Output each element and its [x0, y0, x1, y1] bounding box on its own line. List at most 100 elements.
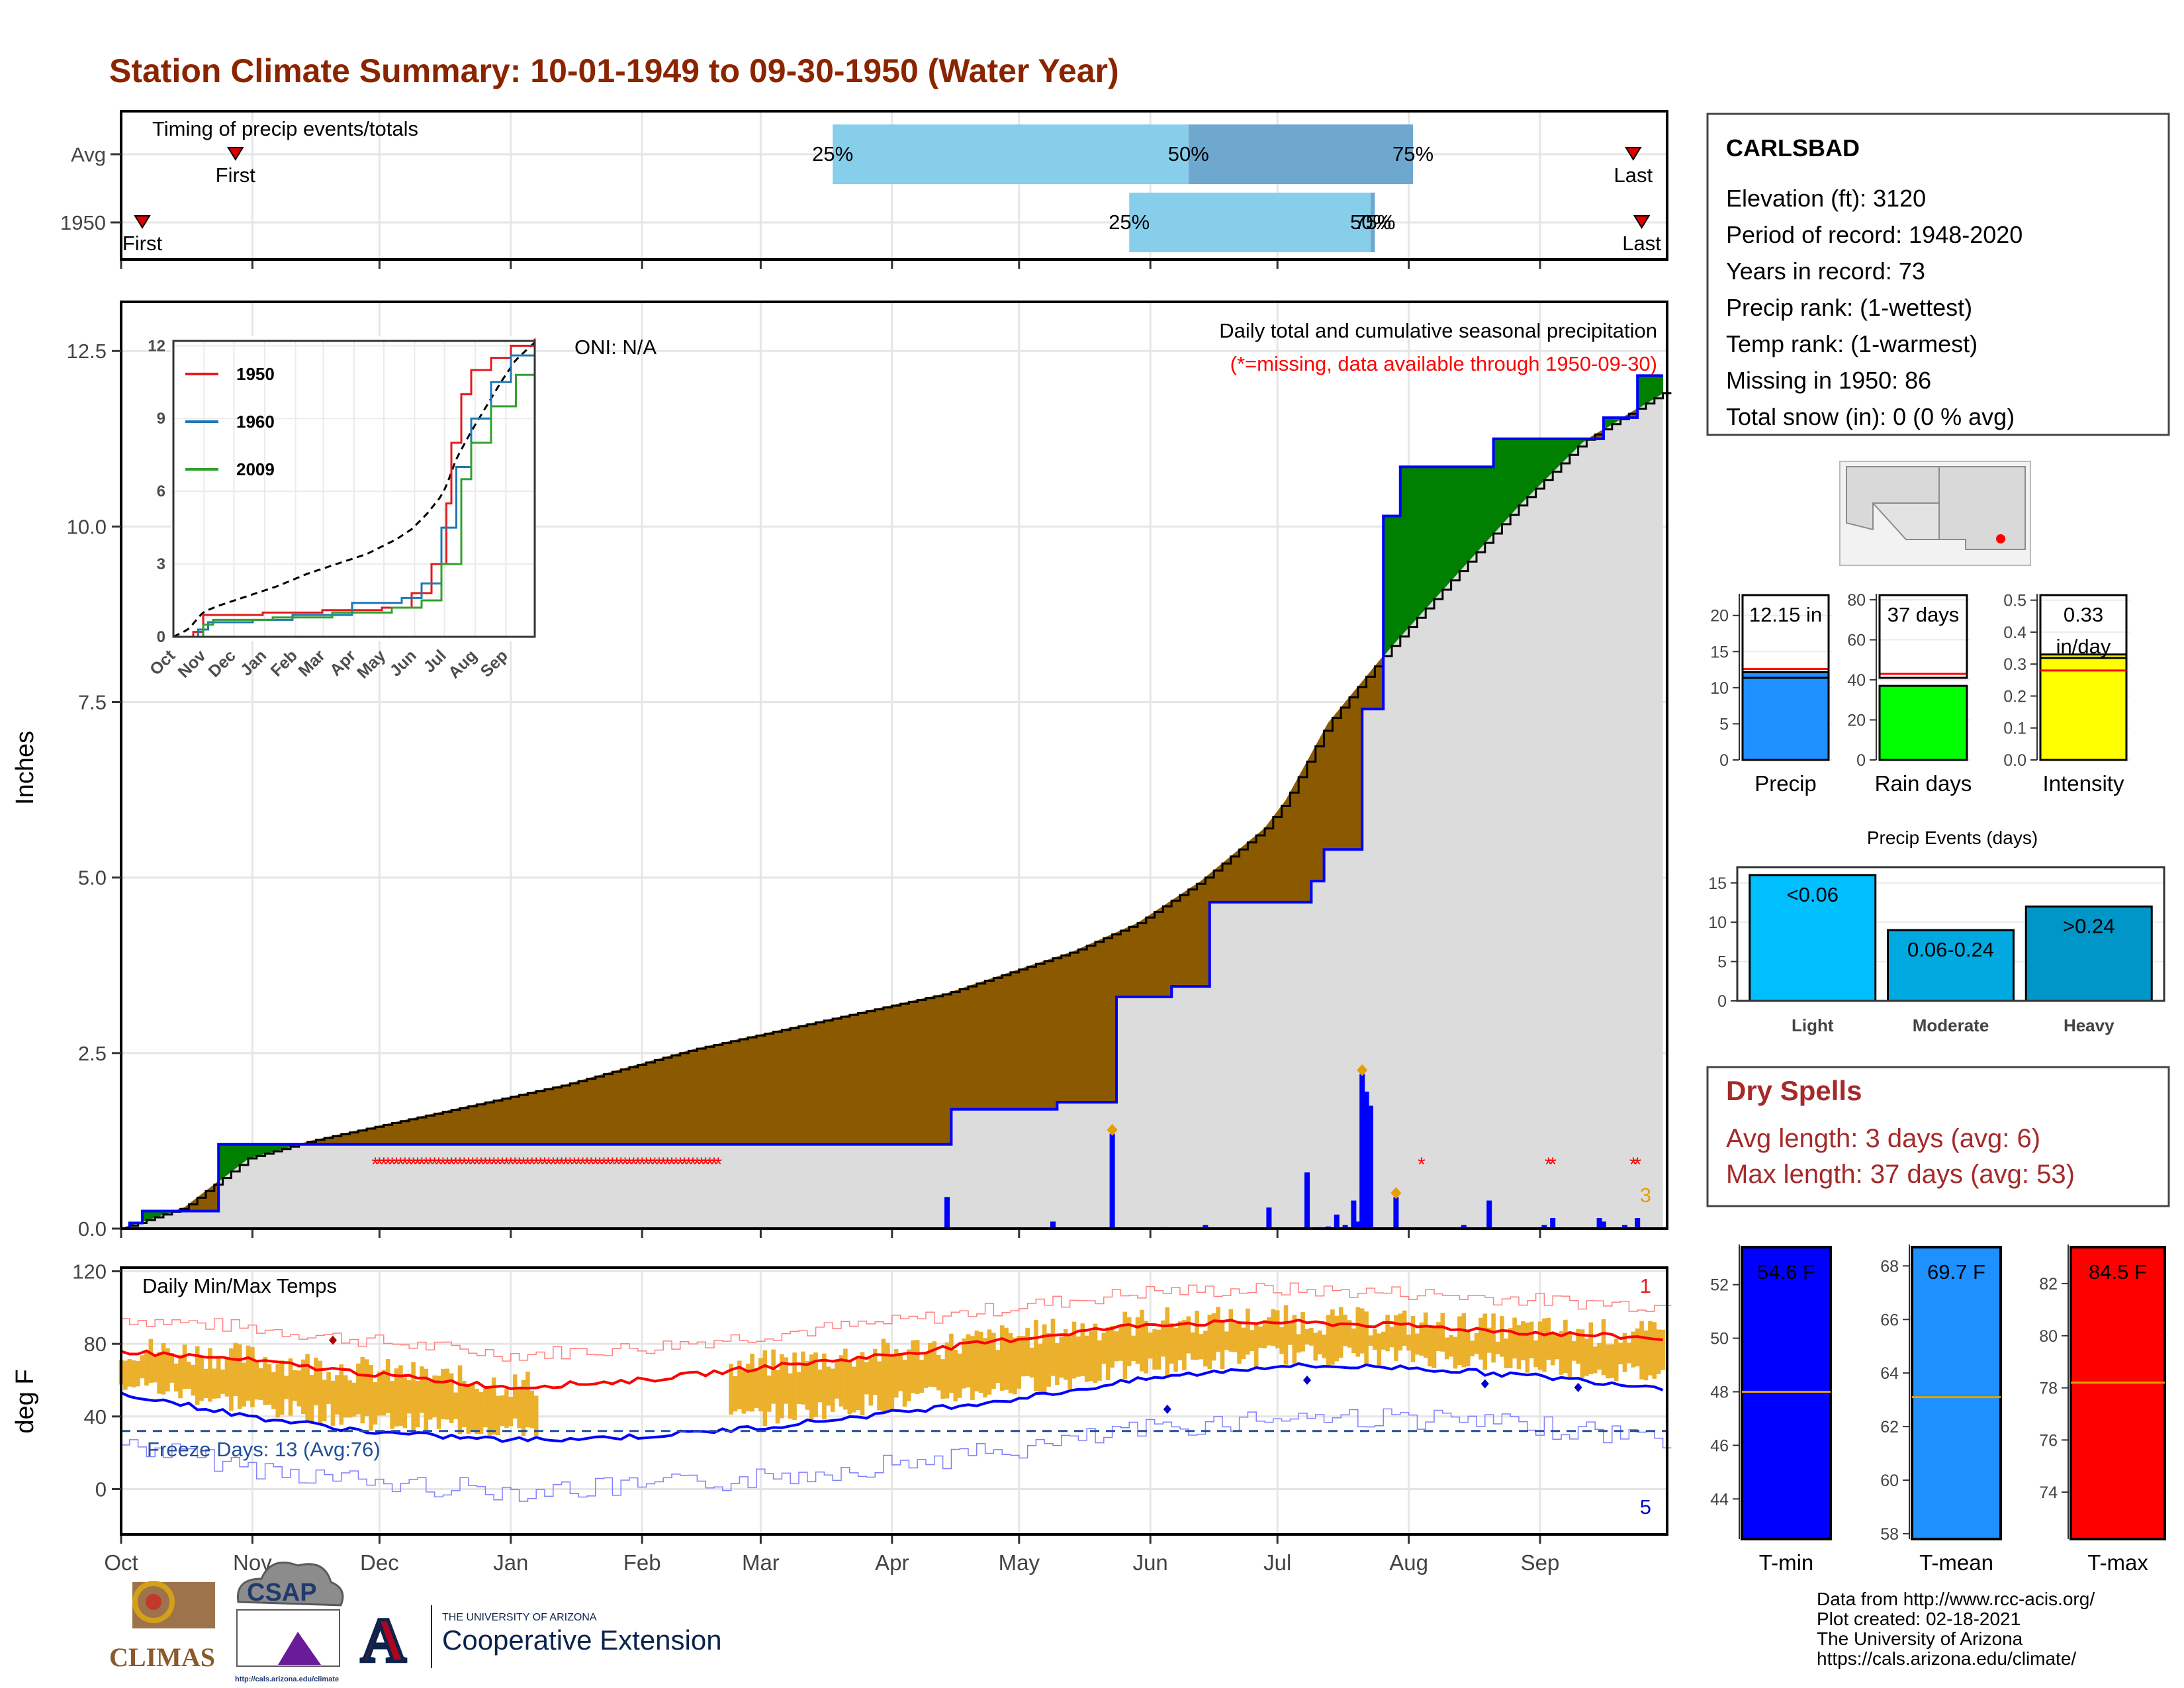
- temp-bar-y-tick-label: 82: [2039, 1275, 2058, 1293]
- temp-record-marker: [1574, 1382, 1582, 1392]
- daily-precip-bar: [1461, 1225, 1467, 1229]
- daily-temp-range-bar: [212, 1368, 217, 1399]
- temp-bar-y-tick-label: 60: [1880, 1472, 1899, 1490]
- temp-count-bottom: 5: [1640, 1495, 1651, 1519]
- daily-temp-range-bar: [809, 1354, 814, 1419]
- events-bar-label-heavy: >0.24: [2063, 914, 2115, 937]
- missing-marker: *: [630, 1154, 638, 1176]
- daily-temp-range-bar: [983, 1338, 987, 1398]
- daily-temp-range-bar: [343, 1375, 348, 1418]
- missing-marker: *: [392, 1154, 400, 1176]
- daily-temp-range-bar: [1313, 1333, 1318, 1361]
- locator-map: [1839, 461, 2031, 566]
- missing-marker: *: [689, 1154, 697, 1176]
- timing-last-marker: [1633, 215, 1651, 229]
- mini-y-tick-label: 15: [1710, 643, 1729, 661]
- daily-temp-range-bar: [1592, 1346, 1598, 1374]
- missing-marker: *: [490, 1154, 498, 1176]
- missing-marker: *: [524, 1154, 532, 1176]
- daily-temp-range-bar: [275, 1364, 281, 1418]
- temp-bar-y-tick-label: 68: [1880, 1257, 1899, 1276]
- daily-temp-range-bar: [1622, 1333, 1627, 1372]
- daily-temp-range-bar: [360, 1356, 365, 1424]
- daily-temp-range-bar: [199, 1356, 204, 1401]
- daily-temp-range-bar: [936, 1354, 941, 1391]
- daily-temp-range-bar: [1508, 1328, 1513, 1368]
- month-label-jul: Jul: [1263, 1550, 1291, 1575]
- daily-temp-range-bar: [1232, 1323, 1238, 1352]
- missing-marker: *: [583, 1154, 591, 1176]
- daily-precip-bar: [1050, 1221, 1056, 1229]
- missing-marker: *: [401, 1154, 409, 1176]
- daily-temp-range-bar: [233, 1342, 238, 1396]
- daily-temp-range-bar: [1114, 1331, 1119, 1362]
- daily-temp-range-bar: [805, 1360, 810, 1410]
- daily-temp-range-bar: [1639, 1321, 1644, 1380]
- missing-marker: *: [410, 1154, 418, 1176]
- missing-marker: *: [638, 1154, 646, 1176]
- mini-y-tick-label: 0: [1719, 751, 1729, 770]
- daily-temp-range-bar: [877, 1361, 882, 1411]
- daily-temp-range-bar: [1207, 1314, 1212, 1370]
- daily-temp-range-bar: [1440, 1313, 1445, 1352]
- observed-cumulative-line: [121, 374, 1663, 1230]
- missing-marker: *: [710, 1154, 718, 1176]
- missing-marker: *: [567, 1154, 574, 1176]
- daily-temp-range-bar: [1525, 1323, 1530, 1373]
- missing-marker: *: [1549, 1154, 1557, 1176]
- daily-temp-range-bar: [402, 1377, 408, 1429]
- daily-temp-range-bar: [919, 1360, 924, 1393]
- daily-temp-range-bar: [1368, 1335, 1373, 1346]
- station-name: CARLSBAD: [1726, 134, 1860, 162]
- inset-x-tick-label: Jan: [237, 646, 270, 679]
- daily-temp-range-bar: [314, 1357, 318, 1405]
- inset-x-tick-label: Jun: [387, 646, 420, 680]
- mini-y-tick-label: 0: [1856, 751, 1866, 770]
- oni-label: ONI: N/A: [574, 336, 657, 359]
- daily-temp-range-bar: [999, 1325, 1005, 1391]
- daily-temp-range-bar: [1423, 1312, 1428, 1358]
- inset-x-tick-label: Jul: [420, 646, 449, 676]
- events-x-label-moderate: Moderate: [1913, 1015, 1989, 1035]
- daily-temp-range-bar: [224, 1358, 230, 1397]
- daily-temp-range-bar: [1300, 1312, 1305, 1352]
- daily-temp-range-bar: [300, 1359, 306, 1415]
- avg-tmin-line: [120, 1362, 1664, 1443]
- inset-y-tick-label: 0: [157, 628, 165, 646]
- csap-logo-text: CSAP: [247, 1579, 317, 1607]
- inset-y-tick-label: 9: [157, 410, 165, 428]
- inset-background: [171, 336, 535, 641]
- daily-temp-range-bar: [1631, 1331, 1636, 1368]
- daily-temp-range-bar: [229, 1348, 234, 1411]
- daily-temp-range-bar: [1296, 1334, 1301, 1353]
- daily-temp-range-bar: [843, 1348, 848, 1410]
- daily-temp-range-bar: [860, 1352, 865, 1416]
- timing-q75-label: 75%: [1392, 142, 1433, 165]
- daily-temp-range-bar: [436, 1376, 441, 1429]
- daily-temp-range-bar: [1110, 1326, 1115, 1368]
- daily-temp-range-bar: [1135, 1317, 1140, 1364]
- inset-x-tick-label: Apr: [326, 646, 359, 679]
- temp-value-label: 84.5 F: [2089, 1260, 2147, 1284]
- month-label-jan: Jan: [493, 1550, 528, 1575]
- precip-y-tick-label: 10.0: [67, 515, 107, 538]
- daily-precip-bar: [1363, 1092, 1369, 1229]
- temp-record-marker: [1480, 1379, 1489, 1389]
- daily-temp-range-bar: [1220, 1322, 1225, 1370]
- daily-temp-range-bar: [1351, 1328, 1356, 1354]
- daily-temp-range-bar: [173, 1363, 179, 1392]
- inset-y-tick-label: 3: [157, 555, 165, 573]
- precip-frame: [120, 301, 1668, 1230]
- temp-value-label: 54.6 F: [1757, 1260, 1815, 1284]
- inset-legend-label-2009: 2009: [236, 459, 275, 479]
- temp-value-bar: [1911, 1246, 2002, 1540]
- temp-count-top: 1: [1640, 1274, 1651, 1297]
- events-y-tick-label: 5: [1717, 953, 1727, 972]
- daily-temp-range-bar: [1144, 1321, 1149, 1374]
- precip-subtitle: Daily total and cumulative seasonal prec…: [1219, 319, 1657, 342]
- daily-temp-range-bar: [377, 1372, 382, 1416]
- daily-temp-range-bar: [279, 1360, 285, 1415]
- daily-temp-range-bar: [478, 1391, 484, 1434]
- month-label-sep: Sep: [1521, 1550, 1560, 1575]
- daily-temp-range-bar: [1190, 1332, 1195, 1360]
